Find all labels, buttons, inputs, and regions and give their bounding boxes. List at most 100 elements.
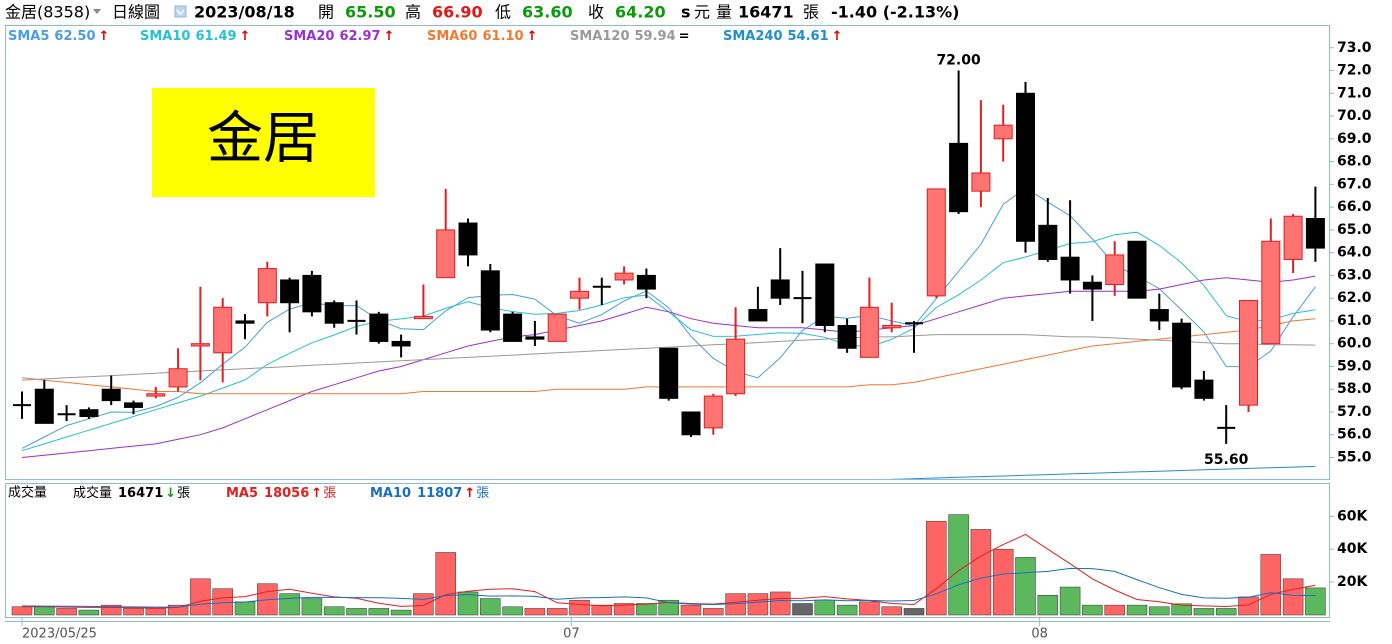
quote-label: 高 [405,3,421,22]
volume-bar [167,604,189,616]
candle-body [1105,254,1125,286]
legend-name: 成交量 [73,485,112,501]
volume-bar [591,604,613,616]
candle-body [703,395,723,429]
y-tick-label: 68.0 [1337,154,1372,170]
y-tick-label: 20K [1337,574,1368,590]
volume-bar [123,608,144,616]
volume-bar [792,603,813,616]
y-tick-label: 61.0 [1337,313,1372,329]
y-tick-label: 58.0 [1337,381,1372,397]
volume-bar [948,514,969,616]
candle-body [748,309,768,322]
axes: 55.0 56.0 57.0 58.0 59.0 60.0 61.0 62.0 63.0 64.0… [21,40,1372,642]
x-tick-label: 08 [1031,627,1048,642]
candle-body [636,274,656,290]
volume-bar [368,608,390,616]
quote-value: 64.20 [615,3,666,22]
volume-bar [1037,595,1059,616]
volume-bar [703,608,724,616]
legend-trend: ↓ [165,486,176,501]
legend-name: SMA120 [570,29,630,44]
legend-item: MA10 11807 ↑張 [370,486,489,501]
y-tick-label: 57.0 [1337,404,1372,420]
period[interactable]: 日線圖 [112,3,160,22]
quote-label: 收 [588,3,604,22]
volume-bar [323,606,345,616]
volume-bar [1171,603,1192,616]
legend-unit: 張 [476,486,489,501]
candle-body [146,393,166,397]
candle-body [1283,215,1303,260]
volume-value: 16471 [738,3,794,22]
volume-bar [1126,604,1148,616]
price-panel [5,25,1330,480]
stamp-text: 金居 [207,107,319,172]
candle-body [503,313,523,342]
volume-bar [658,599,679,616]
unit-icon: s [681,3,691,22]
candle-body [480,270,500,331]
legend-item: 成交量 16471 ↓張 [73,485,190,501]
volume-bar [100,604,122,616]
legend-unit: 張 [177,486,190,501]
y-tick-label: 70.0 [1337,108,1372,124]
volume-bar [814,599,836,616]
candle-body [1082,281,1102,290]
quote-label: 低 [495,3,511,22]
candle-body [1239,299,1258,406]
volume-bar [190,578,211,616]
volume-bar [859,601,880,616]
candle-body [681,411,701,436]
candle-body [815,263,835,326]
quote-value: 65.50 [345,3,396,22]
unit: 元 [694,3,710,22]
volume-bar [435,552,456,616]
volume-bar [480,598,501,616]
checkbox-arrow [176,9,185,16]
candle-body [124,402,143,408]
y-tick-label: 62.0 [1337,290,1372,306]
candle-body [213,306,233,354]
volume-bar [1215,608,1237,616]
ma-line [21,187,1316,449]
volume-title: 成交量 [8,485,47,501]
volume-bar [346,608,367,616]
candle-body [1305,217,1325,249]
date: 2023/08/18 [194,3,295,22]
volume-bar [78,609,100,616]
volume-bar [546,608,568,616]
candle-body [882,324,902,329]
price-plot [13,70,1325,479]
x-tick-label: 2023/05/25 [22,627,97,642]
legend-trend: ↑ [832,29,843,44]
y-tick-label: 66.0 [1337,199,1372,215]
volume-bar [413,593,434,616]
legend-trend: ↑ [240,29,251,44]
volume-bar [502,606,523,616]
quote-label: 開 [318,3,334,22]
y-tick-label: 59.0 [1337,358,1372,374]
ma-line [21,567,1316,608]
legend-value: 59.94 [635,29,676,44]
legend-item: SMA20 62.97 ↑ [284,29,394,44]
quote-value: 66.90 [432,3,483,22]
candle-body [324,302,344,324]
legend-value: 11807 [417,486,462,501]
volume-bar [457,591,479,616]
legend-trend: ↑ [99,29,110,44]
volume-bar [390,609,412,616]
checkbox-icon[interactable] [174,5,187,18]
candle-body [614,272,634,281]
candle-body [926,188,946,297]
legend-trend: ↑ [384,29,395,44]
y-tick-label: 56.0 [1337,427,1372,443]
candle-body [280,279,300,304]
candle-body [726,338,746,395]
candle-body [770,279,790,299]
candle-body [993,124,1013,140]
legend-value: 62.97 [339,29,380,44]
y-tick-label: 63.0 [1337,267,1372,283]
dropdown-icon[interactable] [93,9,101,14]
